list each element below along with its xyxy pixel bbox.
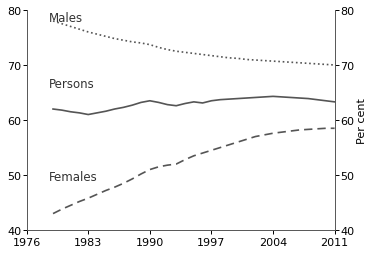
Text: Males: Males (49, 12, 83, 25)
Text: Persons: Persons (49, 77, 94, 90)
Y-axis label: Per cent: Per cent (357, 98, 367, 144)
Text: Females: Females (49, 171, 97, 184)
